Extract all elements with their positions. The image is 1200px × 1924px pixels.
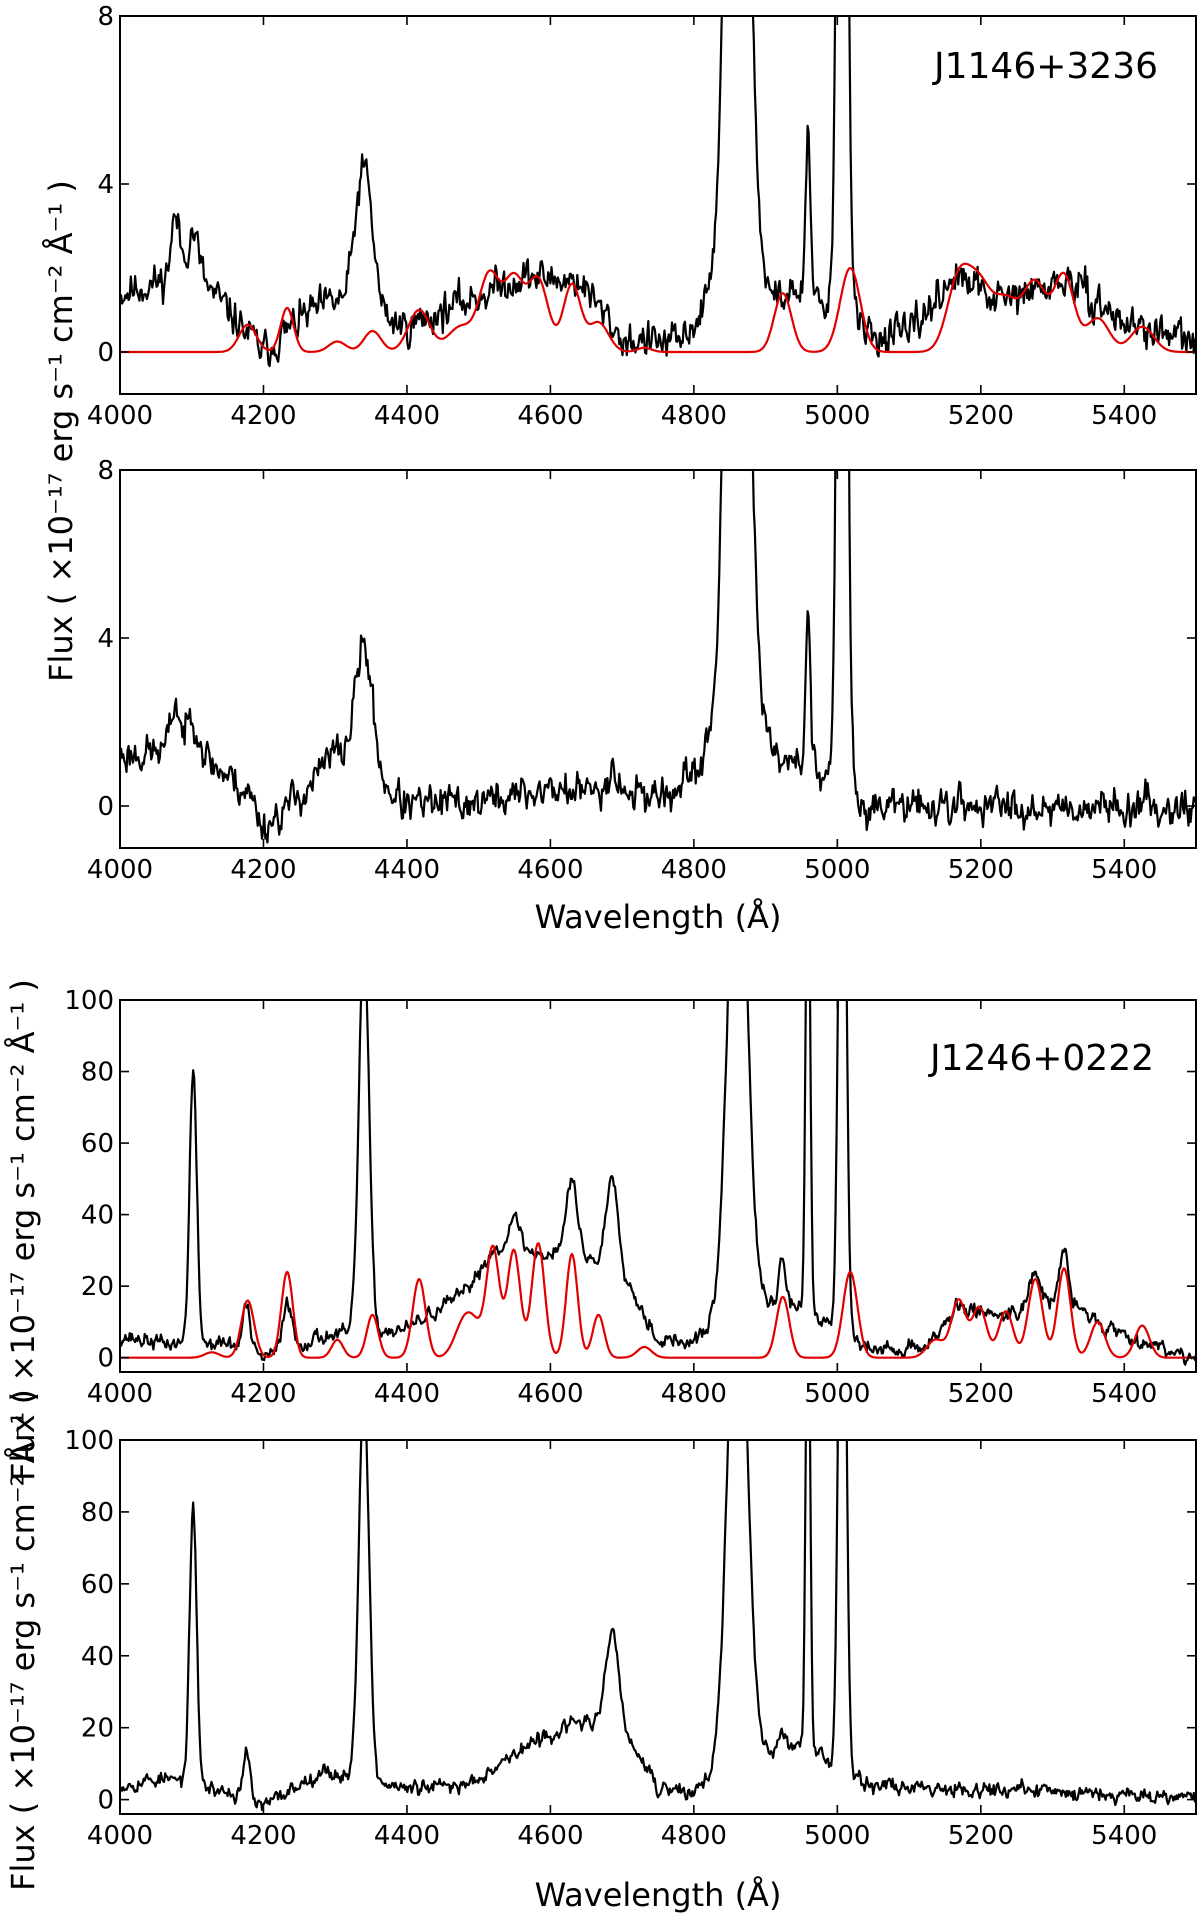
- y-axis-title: Flux ( ×10⁻¹⁷ erg s⁻¹ cm⁻² Å⁻¹ ): [4, 979, 42, 1481]
- y-tick-label: 40: [81, 1201, 114, 1231]
- y-tick-label: 60: [81, 1570, 114, 1600]
- x-tick-label: 4000: [87, 1379, 153, 1409]
- x-tick-label: 4600: [517, 1821, 583, 1851]
- x-tick-label: 4200: [230, 855, 296, 885]
- x-tick-label: 5000: [804, 855, 870, 885]
- y-tick-label: 100: [64, 1426, 114, 1456]
- x-tick-label: 5400: [1091, 401, 1157, 431]
- x-axis-title: Wavelength (Å): [535, 898, 782, 936]
- x-axis-title: Wavelength (Å): [535, 1876, 782, 1914]
- y-tick-label: 4: [97, 624, 114, 654]
- x-tick-label: 4600: [517, 855, 583, 885]
- x-tick-label: 4600: [517, 401, 583, 431]
- y-tick-label: 80: [81, 1498, 114, 1528]
- y-tick-label: 8: [97, 456, 114, 486]
- x-tick-label: 4600: [517, 1379, 583, 1409]
- y-tick-label: 0: [97, 338, 114, 368]
- series-line-flux: [120, 16, 1196, 368]
- x-tick-label: 4000: [87, 401, 153, 431]
- x-tick-label: 4800: [661, 1379, 727, 1409]
- y-tick-label: 40: [81, 1642, 114, 1672]
- x-tick-label: 5400: [1091, 855, 1157, 885]
- x-tick-label: 4200: [230, 401, 296, 431]
- axes-frame: [119, 469, 1197, 849]
- y-tick-label: 0: [97, 792, 114, 822]
- object-label: J1146+3236: [932, 46, 1158, 87]
- series-line-flux: [120, 1000, 1196, 1366]
- x-tick-label: 5200: [948, 401, 1014, 431]
- series-line-template: [120, 262, 1196, 354]
- y-tick-label: 20: [81, 1272, 114, 1302]
- x-tick-label: 5200: [948, 1379, 1014, 1409]
- x-tick-label: 5000: [804, 401, 870, 431]
- x-tick-label: 5200: [948, 1821, 1014, 1851]
- y-axis-title: Flux ( ×10⁻¹⁷ erg s⁻¹ cm⁻² Å⁻¹ ): [42, 180, 80, 682]
- figure-j1246: Flux ( ×10⁻¹⁷ erg s⁻¹ cm⁻² Å⁻¹ ) Flux ( …: [4, 979, 1197, 1914]
- series-line-flux: [120, 1440, 1196, 1811]
- axes-frame: [119, 999, 1197, 1373]
- x-tick-label: 4200: [230, 1379, 296, 1409]
- x-tick-label: 4400: [374, 1379, 440, 1409]
- y-tick-label: 20: [81, 1714, 114, 1744]
- x-tick-label: 4800: [661, 1821, 727, 1851]
- x-tick-label: 4400: [374, 855, 440, 885]
- x-tick-label: 5200: [948, 855, 1014, 885]
- y-tick-label: 8: [97, 2, 114, 32]
- x-tick-label: 4400: [374, 1821, 440, 1851]
- x-tick-label: 5400: [1091, 1821, 1157, 1851]
- series-line-flux: [120, 470, 1196, 844]
- x-tick-label: 5400: [1091, 1379, 1157, 1409]
- y-tick-label: 4: [97, 170, 114, 200]
- x-tick-label: 5000: [804, 1379, 870, 1409]
- axes-frame: [119, 15, 1197, 395]
- panel-j1246-top: 4000 4200 4400 4600 4800 5000 5200 5400 0 20 40 60 8…: [64, 986, 1197, 1409]
- y-tick-label: 0: [97, 1786, 114, 1816]
- panel-j1146-top: 4000 4200 4400 4600 4800 5000 5200 5400 0 4 8 J114…: [87, 2, 1197, 431]
- x-tick-label: 4000: [87, 1821, 153, 1851]
- y-tick-label: 0: [97, 1344, 114, 1374]
- x-tick-label: 5000: [804, 1821, 870, 1851]
- x-tick-label: 4000: [87, 855, 153, 885]
- y-tick-label: 80: [81, 1058, 114, 1088]
- x-tick-label: 4800: [661, 401, 727, 431]
- figure-j1146: Flux ( ×10⁻¹⁷ erg s⁻¹ cm⁻² Å⁻¹ ) 4000 420…: [42, 2, 1197, 936]
- y-axis-title-lower: Flux ( ×10⁻¹⁷ erg s⁻¹ cm⁻² Å⁻¹ ): [4, 1389, 42, 1891]
- panel-j1146-bottom: 4000 4200 4400 4600 4800 5000 5200 5400 0 4 8: [87, 456, 1197, 885]
- axes-frame: [119, 1439, 1197, 1815]
- series-line-template: [120, 1242, 1196, 1359]
- x-tick-label: 4800: [661, 855, 727, 885]
- x-tick-label: 4200: [230, 1821, 296, 1851]
- x-tick-label: 4400: [374, 401, 440, 431]
- object-label: J1246+0222: [928, 1038, 1154, 1079]
- y-tick-label: 100: [64, 986, 114, 1016]
- panel-j1246-bottom: 4000 4200 4400 4600 4800 5000 5200 5400 0 20 40 60 8…: [64, 1426, 1197, 1851]
- y-tick-label: 60: [81, 1129, 114, 1159]
